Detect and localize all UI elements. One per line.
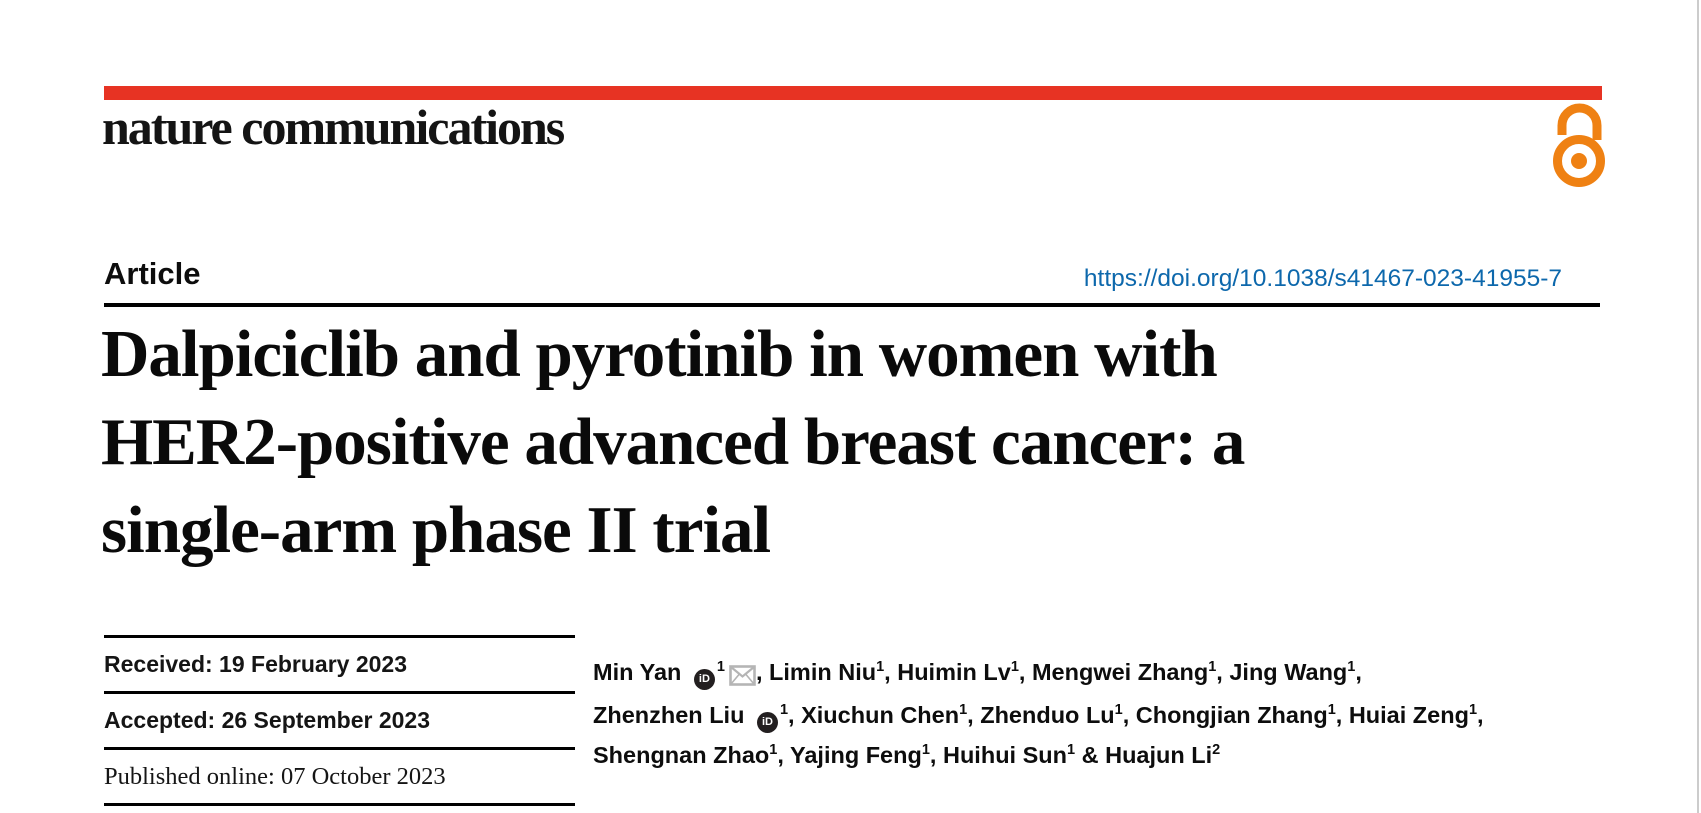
author-name-text: , Limin Niu [755,659,877,685]
envelope-icon[interactable] [729,657,756,693]
history-rule [104,747,575,750]
affiliation-superscript: 1 [1067,742,1076,758]
affiliation-superscript: 1 [1114,701,1123,718]
author-line: Min Yan iD1, Limin Niu1, Huimin Lv1, Men… [593,650,1513,693]
doi-link[interactable]: https://doi.org/10.1038/s41467-023-41955… [1083,265,1562,292]
affiliation-superscript: 1 [1347,659,1356,675]
article-type-label: Article [104,256,201,291]
orcid-id-icon[interactable]: iD [693,669,715,690]
author-name-text: , Zhenduo Lu [967,701,1115,728]
author-name-text: , Xiuchun Chen [788,701,960,728]
accepted-date: Accepted: 26 September 2023 [104,707,430,733]
journal-logo: nature communications [102,99,565,155]
history-rule [104,635,575,638]
published-online-date: Published online: 07 October 2023 [104,762,446,790]
affiliation-superscript: 1 [921,742,930,758]
author-name-text: , Huihui Sun [929,742,1067,768]
header-rule [104,303,1600,307]
article-history-column: Received: 19 February 2023 Accepted: 26 … [104,635,575,806]
affiliation-superscript: 1 [1208,659,1217,675]
author-name-text: , Mengwei Zhang [1018,659,1209,685]
author-name-text: Zhenzhen Liu [593,701,751,728]
author-name-text: & Huajun Li [1075,742,1213,768]
affiliation-superscript: 1 [959,701,968,718]
author-name-text: , Huimin Lv [884,659,1011,685]
paper-title-line: Dalpiciclib and pyrotinib in women with [101,317,1218,391]
affiliation-superscript: 1 [1010,659,1019,675]
paper-title-line: HER2-positive advanced breast cancer: a [101,405,1245,479]
paper-title: Dalpiciclib and pyrotinib in women with … [101,310,1441,574]
journal-brand-red-bar [104,86,1602,100]
open-access-lock-icon [1552,102,1606,193]
affiliation-superscript: 1 [769,742,778,758]
affiliation-superscript: 1 [779,701,789,718]
author-lines: Min Yan iD1, Limin Niu1, Huimin Lv1, Men… [593,650,1513,774]
author-name-text: , Huiai Zeng [1335,701,1469,728]
affiliation-superscript: 1 [1468,701,1478,718]
author-name-text: , Jing Wang [1216,659,1348,685]
received-date: Received: 19 February 2023 [104,651,408,677]
paper-title-line: single-arm phase II trial [101,493,771,567]
orcid-id-icon[interactable]: iD [756,711,778,733]
history-rule [104,803,575,806]
author-name-text: , Chongjian Zhang [1122,701,1328,728]
author-name-text: , [1355,659,1362,685]
affiliation-superscript: 1 [1327,701,1336,718]
affiliation-superscript: 1 [716,659,725,675]
author-line: Shengnan Zhao1, Yajing Feng1, Huihui Sun… [593,733,1513,774]
author-name-text: , [1477,701,1484,728]
affiliation-superscript: 1 [876,659,885,675]
history-rule [104,691,575,694]
author-name-text: Shengnan Zhao [593,742,770,768]
author-name-text: , Yajing Feng [777,742,922,768]
page-right-edge-divider [1697,0,1699,813]
affiliation-superscript: 2 [1212,742,1221,758]
author-line: Zhenzhen Liu iD1, Xiuchun Chen1, Zhenduo… [593,693,1513,734]
author-name-text: Min Yan [593,659,688,685]
